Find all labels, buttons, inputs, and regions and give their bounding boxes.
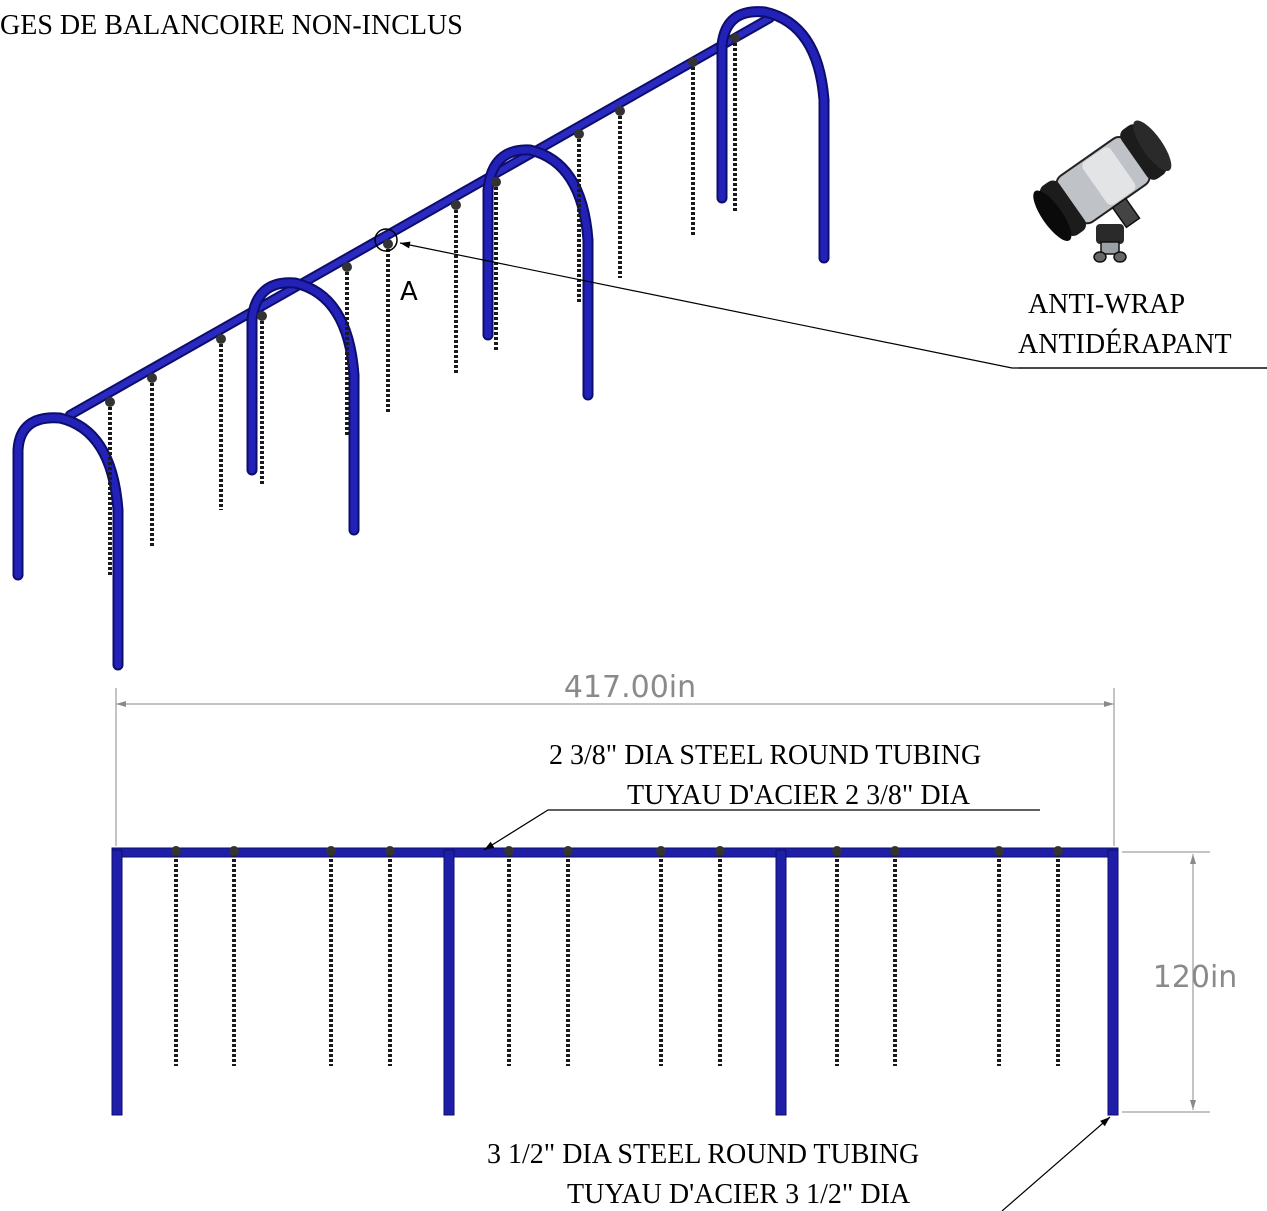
elevation-legs [111,849,1119,1116]
iso-arch-2 [246,277,360,536]
iso-arch-3 [482,144,594,401]
height-dimension: 120in [1122,851,1238,1113]
elevation-top-beam [111,847,1119,858]
top-tubing-callout: 2 3/8" DIA STEEL ROUND TUBING TUYAU D'AC… [483,740,1040,851]
anti-wrap-label-fr: ANTIDÉRAPANT [1018,329,1232,360]
iso-top-beam [65,13,775,420]
elevation-swing-hangers [171,846,1063,856]
leg-4 [1107,849,1119,1116]
iso-arch-4 [716,6,830,264]
length-dimension: 417.00in [115,670,1115,846]
overall-length-value: 417.00in [564,670,696,705]
detail-a-letter: A [400,277,418,307]
iso-swing-hangers [105,33,740,407]
anti-wrap-label-en: ANTI-WRAP [1028,289,1185,320]
leg-tubing-label-en: 3 1/2" DIA STEEL ROUND TUBING [487,1139,919,1170]
leg-tubing-callout: 3 1/2" DIA STEEL ROUND TUBING TUYAU D'AC… [487,1116,1111,1211]
elevation-view: 417.00in 120in [111,670,1238,1211]
elevation-chains [174,854,1060,1066]
top-tubing-label-en: 2 3/8" DIA STEEL ROUND TUBING [549,740,981,771]
iso-chains [108,38,737,575]
top-tubing-label-fr: TUYAU D'ACIER 2 3/8" DIA [627,780,971,811]
height-value: 120in [1153,960,1238,995]
iso-arch-1 [12,412,124,671]
leg-1 [111,849,123,1116]
leg-tubing-label-fr: TUYAU D'ACIER 3 1/2" DIA [567,1179,911,1210]
anti-wrap-hanger-illustration [1033,120,1172,263]
leg-2 [443,849,455,1116]
seats-not-included-note: GES DE BALANCOIRE NON-INCLUS [0,10,463,41]
leg-3 [775,849,787,1116]
